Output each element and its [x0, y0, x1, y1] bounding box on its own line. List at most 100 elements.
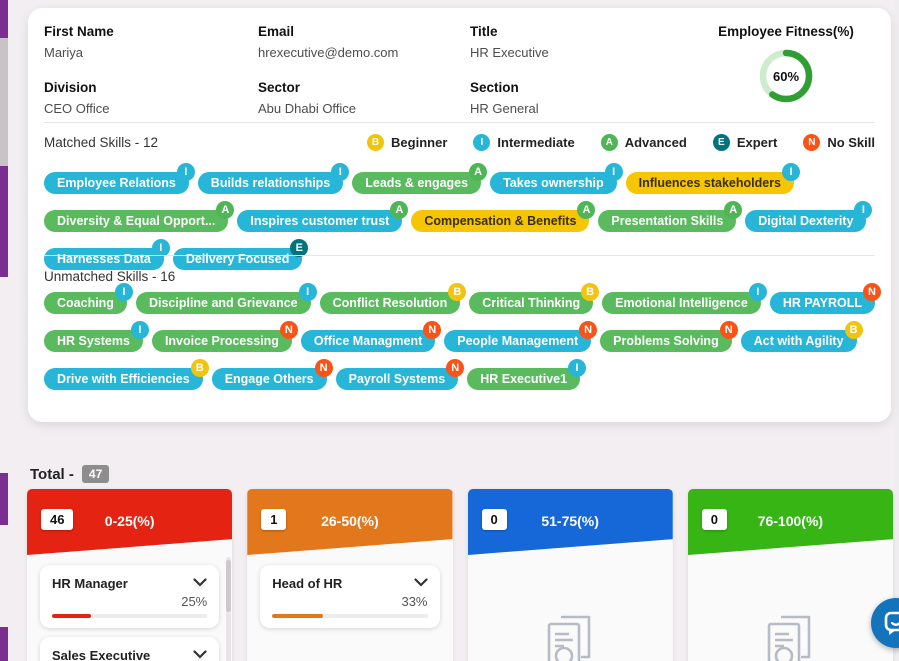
role-percent: 25%	[181, 594, 208, 609]
profile-field: Email hrexecutive@demo.com	[258, 24, 458, 60]
legend-item: I Intermediate	[473, 134, 575, 151]
total-label: Total -	[30, 465, 74, 483]
range-card-header[interactable]: 46 0-25(%)	[27, 489, 233, 555]
skill-chip: HR Systems I	[44, 321, 149, 352]
skill-level-badge: A	[577, 201, 596, 219]
skill-level-badge: I	[604, 163, 623, 181]
skill-level-badge: N	[719, 321, 738, 339]
role-item[interactable]: HR Manager 25%	[40, 565, 220, 628]
skill-level-badge: I	[114, 283, 133, 301]
skill-level-badge: I	[854, 201, 873, 219]
range-label: 51-75(%)	[541, 513, 599, 529]
skill-chip: Coaching I	[44, 283, 133, 314]
fitness-donut-chart: 60%	[757, 47, 815, 105]
no-data-icon	[547, 615, 591, 661]
chevron-down-icon[interactable]	[413, 574, 428, 592]
role-progress-track	[272, 614, 428, 618]
page-scrollbar[interactable]	[894, 0, 899, 661]
skill-chip: HR Executive1 I	[467, 359, 587, 390]
role-item[interactable]: Sales Executive21%	[40, 637, 220, 661]
field-value: HR General	[470, 101, 539, 116]
left-scrollbar[interactable]	[0, 0, 8, 661]
role-progress-fill	[52, 614, 91, 618]
legend-label: No Skill	[827, 135, 875, 150]
card-scrollbar-thumb[interactable]	[226, 560, 232, 612]
field-label: Division	[44, 80, 97, 95]
field-label: First Name	[44, 24, 114, 39]
range-card-body: HR Manager 25% Sales Executive21%	[27, 555, 232, 661]
left-scrollbar-thumb[interactable]	[0, 38, 8, 166]
range-card-header[interactable]: 0 51-75(%)	[467, 489, 673, 555]
left-strip-gap	[0, 525, 8, 627]
role-item-header: Head of HR	[272, 574, 428, 592]
empty-state	[481, 565, 660, 661]
employee-profile-card: First Name Mariya Email hrexecutive@demo.co…	[28, 8, 891, 422]
skill-level-badge: N	[314, 359, 333, 377]
range-count: 1	[261, 509, 287, 530]
skill-level-badge: N	[863, 283, 881, 301]
range-count: 46	[41, 509, 74, 530]
skill-chip: Builds relationships I	[197, 163, 350, 194]
field-label: Sector	[258, 80, 301, 95]
skill-level-badge: I	[748, 283, 767, 301]
legend-item: B Beginner	[367, 134, 447, 151]
role-item-header: HR Manager	[52, 574, 207, 592]
skill-chip: Digital Dexterity I	[745, 201, 873, 232]
legend-label: Advanced	[624, 135, 687, 150]
skill-chip: Conflict Resolution B	[319, 283, 467, 314]
skill-chip: Inspires customer trust A	[237, 201, 409, 232]
legend-level-icon: B	[367, 134, 385, 151]
chevron-down-icon[interactable]	[193, 574, 207, 592]
skill-chip: HR PAYROLL N	[769, 283, 881, 314]
skill-level-badge: A	[216, 201, 235, 219]
range-card: 0 51-75(%)	[467, 489, 673, 661]
skill-level-badge: I	[568, 359, 587, 377]
range-label: 0-25(%)	[104, 513, 155, 529]
left-strip-gap	[0, 277, 8, 473]
skill-level-badge: I	[782, 163, 801, 181]
skill-level-badge: A	[469, 163, 488, 181]
skill-level-badge: B	[581, 283, 600, 301]
unmatched-skills-title: Unmatched Skills - 16	[44, 269, 176, 284]
skill-level-badge: I	[331, 163, 350, 181]
skill-level-legend: B Beginner I Intermediate A Advanced E Expert N N…	[367, 134, 875, 151]
total-line: Total - 47	[30, 465, 110, 483]
range-label: 76-100(%)	[757, 513, 824, 529]
skill-level-badge: N	[279, 321, 298, 339]
legend-level-icon: A	[600, 134, 618, 151]
unmatched-skills-list: Coaching I Discipline and Grievance I Confli…	[44, 283, 881, 390]
skill-chip: Delivery Focused E	[172, 239, 309, 270]
field-value: CEO Office	[44, 101, 110, 116]
skill-chip: Engage Others N	[211, 359, 333, 390]
skill-chip: Office Managment N	[300, 321, 442, 352]
skill-chip: Leads & engages A	[352, 163, 488, 194]
chevron-down-icon[interactable]	[193, 646, 207, 661]
skill-level-badge: I	[130, 321, 149, 339]
empty-state	[701, 565, 880, 661]
field-label: Section	[470, 80, 519, 95]
range-card: 1 26-50(%) Head of HR 33%	[247, 489, 453, 661]
range-card-body: Head of HR 33%	[247, 555, 452, 628]
field-value: Abu Dhabi Office	[258, 101, 357, 116]
role-progress-fill	[272, 614, 324, 618]
field-value: hrexecutive@demo.com	[258, 45, 399, 60]
range-card-header[interactable]: 1 26-50(%)	[247, 489, 453, 555]
skill-level-badge: N	[423, 321, 442, 339]
fitness-value: 60%	[772, 68, 800, 84]
profile-field: Sector Abu Dhabi Office	[258, 80, 458, 116]
legend-label: Beginner	[391, 135, 448, 150]
skill-level-badge: B	[844, 321, 863, 339]
card-scrollbar[interactable]	[226, 557, 232, 661]
skill-level-badge: B	[190, 359, 209, 377]
fitness-label: Employee Fitness(%)	[718, 24, 854, 39]
range-card-header[interactable]: 0 76-100(%)	[687, 489, 893, 555]
skill-chip: Invoice Processing N	[151, 321, 298, 352]
divider	[44, 255, 875, 256]
skill-chip: Act with Agility B	[740, 321, 863, 352]
role-item[interactable]: Head of HR 33%	[260, 565, 440, 628]
role-name: HR Manager	[52, 575, 128, 591]
legend-level-icon: E	[712, 134, 730, 151]
skill-level-badge: B	[448, 283, 467, 301]
skill-chip: Compensation & Benefits A	[411, 201, 596, 232]
skill-level-badge: A	[724, 201, 743, 219]
